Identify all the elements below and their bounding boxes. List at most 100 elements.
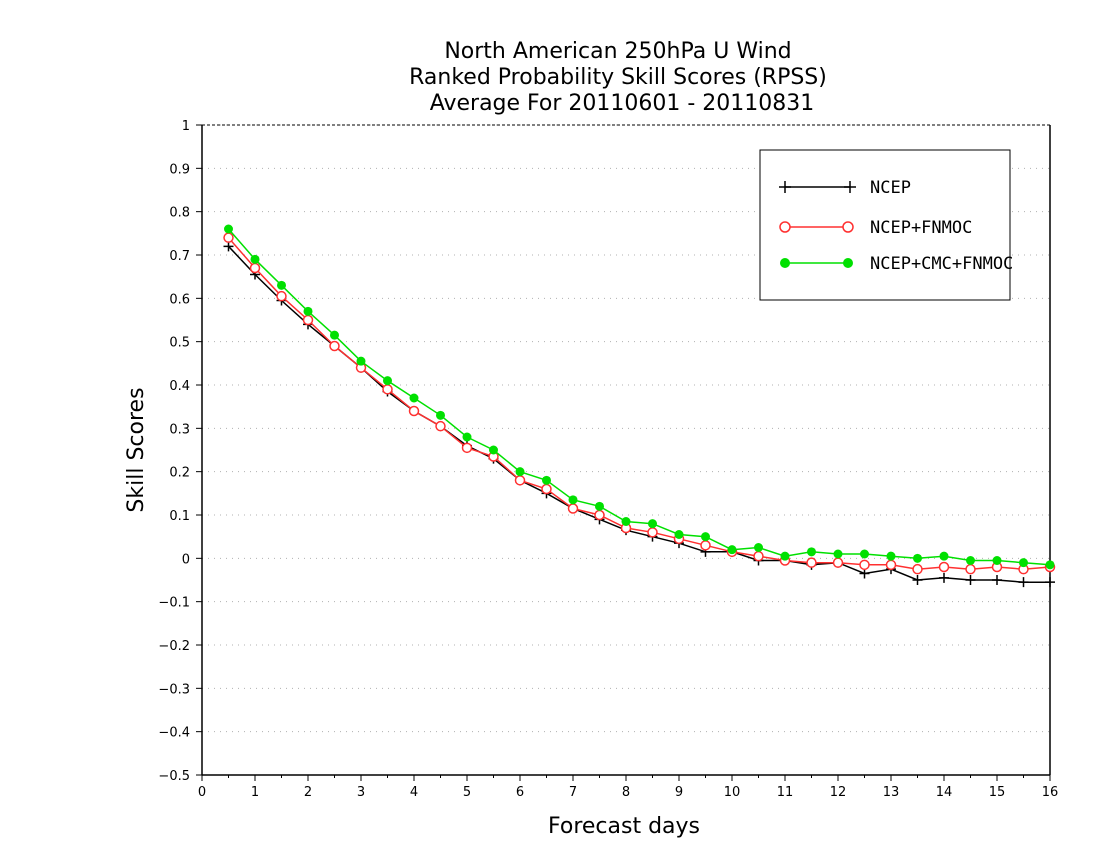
data-point-ncep-fnmoc (223, 232, 234, 243)
legend-marker-ncep-fnmoc-start (779, 221, 791, 233)
data-point-ncep-fnmoc (329, 340, 340, 352)
y-tick-label: −0.4 (158, 726, 190, 741)
data-point-ncep-fnmoc (912, 563, 923, 575)
data-point-ncep (965, 575, 976, 585)
data-point-ncep-cmc-fnmoc (913, 553, 922, 563)
y-tick-label: 0.5 (169, 336, 190, 351)
series-ncep-cmc-fnmoc (224, 224, 1055, 570)
legend-marker-ncep-end (844, 181, 856, 193)
data-point-ncep-fnmoc (700, 540, 711, 551)
y-tick-label: 0.9 (169, 162, 190, 177)
data-point-ncep-cmc-fnmoc (727, 545, 737, 555)
x-tick-label: 12 (830, 785, 847, 800)
x-tick-label: 0 (198, 785, 206, 800)
data-point-ncep-cmc-fnmoc (436, 410, 445, 420)
y-tick-label: 0.8 (169, 206, 190, 221)
data-point-ncep-fnmoc (859, 559, 870, 571)
chart-title-line-3: Average For 20110601 - 20110831 (430, 91, 815, 116)
x-tick-label: 1 (251, 785, 259, 800)
data-point-ncep-fnmoc (435, 420, 446, 432)
data-point-ncep-cmc-fnmoc (860, 549, 869, 559)
data-point-ncep-cmc-fnmoc (303, 306, 313, 316)
data-point-ncep-fnmoc (832, 557, 844, 568)
data-point-ncep-fnmoc (965, 563, 976, 575)
x-tick-label: 8 (622, 785, 630, 800)
y-tick-label: 1 (182, 119, 190, 134)
data-point-ncep (1045, 577, 1055, 588)
data-point-ncep-fnmoc (461, 442, 473, 454)
data-point-ncep-cmc-fnmoc (780, 551, 790, 561)
y-tick-label: 0.7 (169, 249, 190, 264)
x-tick-label: 15 (989, 785, 1006, 800)
data-point-ncep-fnmoc (567, 503, 579, 514)
y-tick-label: −0.3 (158, 682, 190, 697)
legend-marker-ncep-cmc-fnmoc-start (780, 258, 790, 268)
x-axis-label: Forecast days (548, 814, 700, 839)
y-axis-label: Skill Scores (124, 387, 149, 512)
data-point-ncep-cmc-fnmoc (754, 543, 763, 552)
legend: NCEP NCEP+FNMOC NCEP+CMC+FNMOC (759, 149, 1013, 301)
data-point-ncep-cmc-fnmoc (383, 376, 392, 386)
legend-marker-ncep-start (779, 181, 791, 193)
x-tick-label: 2 (304, 785, 312, 800)
data-point-ncep-fnmoc (514, 475, 526, 486)
data-point-ncep-cmc-fnmoc (515, 467, 525, 477)
legend-label-ncep-fnmoc: NCEP+FNMOC (870, 218, 972, 238)
data-point-ncep-cmc-fnmoc (568, 495, 578, 505)
series-layer (223, 224, 1056, 588)
data-point-ncep-cmc-fnmoc (621, 517, 631, 526)
x-tick-label: 13 (883, 785, 900, 800)
data-point-ncep-cmc-fnmoc (966, 556, 975, 565)
data-point-ncep-cmc-fnmoc (992, 556, 1002, 565)
data-point-ncep-fnmoc (276, 290, 287, 302)
x-tick-label: 9 (675, 785, 683, 800)
data-point-ncep (1018, 577, 1029, 588)
y-axis-ticks: 1 0.9 0.8 0.7 0.6 0.5 0.4 0.3 0.2 0.1 0 −0.1 −0.2 −0.… (158, 119, 202, 784)
y-tick-label: −0.5 (158, 769, 190, 784)
data-point-ncep (992, 575, 1002, 585)
x-tick-label: 4 (410, 785, 418, 800)
data-point-ncep-fnmoc (885, 559, 897, 571)
legend-box (759, 149, 1011, 301)
data-point-ncep-cmc-fnmoc (356, 356, 366, 366)
x-tick-label: 3 (357, 785, 365, 800)
x-tick-label: 10 (724, 785, 741, 800)
data-point-ncep-cmc-fnmoc (330, 330, 339, 340)
y-tick-label: 0.4 (169, 379, 190, 394)
data-point-ncep-fnmoc (541, 483, 552, 495)
y-tick-label: 0.2 (169, 466, 190, 481)
legend-item-ncep: NCEP (779, 178, 911, 198)
data-point-ncep-fnmoc (647, 527, 658, 538)
x-tick-label: 11 (777, 785, 794, 800)
data-point-ncep (912, 575, 923, 585)
legend-marker-ncep-fnmoc-end (842, 221, 854, 233)
x-tick-label: 7 (569, 785, 577, 800)
x-tick-label: 5 (463, 785, 471, 800)
data-point-ncep-fnmoc (408, 405, 420, 417)
data-point-ncep-cmc-fnmoc (833, 549, 843, 559)
chart-title-line-1: North American 250hPa U Wind (444, 39, 791, 64)
y-tick-label: 0.3 (169, 422, 190, 437)
data-point-ncep-cmc-fnmoc (224, 224, 233, 234)
data-point-ncep-fnmoc (938, 561, 950, 573)
data-point-ncep-cmc-fnmoc (489, 445, 498, 455)
data-point-ncep-cmc-fnmoc (939, 551, 949, 561)
x-tick-label: 16 (1042, 785, 1059, 800)
x-tick-label: 14 (936, 785, 953, 800)
legend-label-ncep: NCEP (870, 178, 911, 198)
legend-item-ncep-cmc-fnmoc: NCEP+CMC+FNMOC (780, 254, 1013, 274)
chart-title: North American 250hPa U Wind Ranked Prob… (409, 39, 827, 116)
x-axis-ticks: 0 1 2 3 4 5 6 7 8 9 10 11 12 13 14 15 16 (198, 775, 1058, 800)
data-point-ncep-fnmoc (249, 262, 261, 274)
data-point-ncep-fnmoc (302, 314, 314, 326)
data-point-ncep-cmc-fnmoc (595, 501, 604, 511)
data-point-ncep-fnmoc (806, 557, 817, 568)
data-point-ncep-fnmoc (753, 550, 764, 562)
data-point-ncep-cmc-fnmoc (277, 280, 286, 290)
data-point-ncep-cmc-fnmoc (1019, 558, 1028, 568)
data-point-ncep-cmc-fnmoc (250, 254, 260, 264)
data-point-ncep (859, 568, 870, 579)
data-point-ncep-fnmoc (594, 509, 605, 521)
y-tick-label: 0.1 (169, 509, 190, 524)
data-point-ncep-cmc-fnmoc (701, 532, 710, 542)
